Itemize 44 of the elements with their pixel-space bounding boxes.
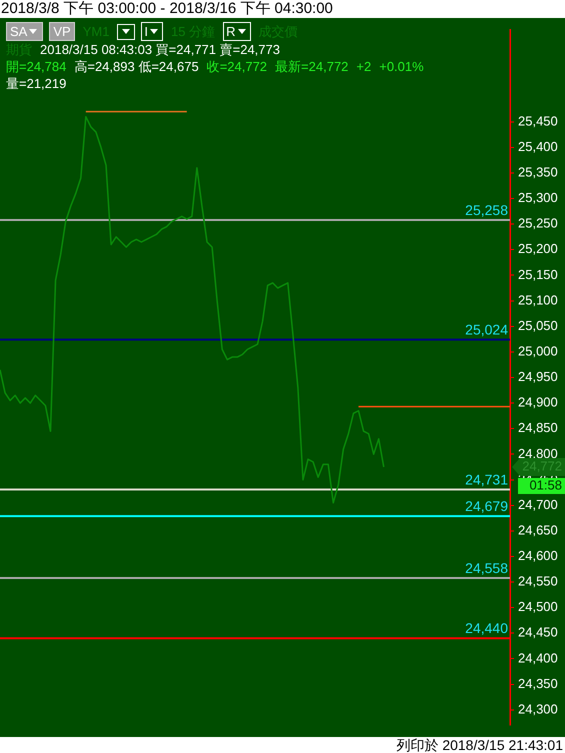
y-tick-label: 25,050: [518, 318, 558, 333]
annotation: VP: [49, 22, 75, 41]
annotation: I: [141, 22, 164, 41]
y-tick-label: 24,600: [518, 548, 558, 564]
text: 01:58: [529, 478, 562, 493]
y-tick-label: 25,350: [518, 164, 558, 180]
y-tick-label: 25,100: [518, 292, 558, 308]
y-tick-label: 24,950: [518, 369, 558, 384]
y-tick-label: 24,350: [518, 676, 558, 691]
text: 列印於 2018/3/15 21:43:01: [396, 737, 563, 753]
chart-title: 2018/3/8 下午 03:00:00 - 2018/3/16 下午 04:30:00: [0, 0, 334, 18]
ref-line-label: 24,679: [465, 498, 508, 514]
annotation: R: [223, 22, 251, 41]
y-tick-label: 24,900: [518, 394, 558, 410]
annotation: SA: [6, 22, 44, 41]
y-tick-label: 25,250: [518, 216, 558, 231]
y-tick-label: 24,650: [518, 522, 558, 538]
annotation: 高=24,893 低=24,675: [74, 59, 199, 74]
ref-line-label: 24,440: [465, 620, 508, 636]
ref-line-label: 24,731: [465, 471, 508, 488]
y-tick-label: 25,150: [518, 266, 558, 282]
annotation: +0.01%: [379, 59, 424, 74]
y-tick-label: 25,300: [518, 190, 558, 206]
y-tick-label: 24,700: [518, 496, 558, 512]
y-tick-label: 24,400: [518, 650, 558, 666]
annotation: 2018/3/15 08:43:03 買=24,771 賣=24,773: [40, 42, 280, 57]
y-tick-label: 24,800: [518, 446, 558, 461]
annotation: 開=24,784: [6, 59, 66, 74]
y-tick-label: 25,450: [518, 113, 558, 128]
ref-line-label: 25,258: [465, 202, 508, 218]
ref-line-label: 25,024: [465, 322, 508, 338]
y-tick-label: 24,450: [518, 624, 558, 640]
y-tick-label: 25,000: [518, 344, 558, 359]
y-tick-label: 25,400: [518, 138, 558, 154]
y-tick-label: 24,850: [518, 420, 558, 436]
annotation: 收=24,772: [206, 59, 268, 74]
ref-line-label: 24,558: [465, 560, 508, 576]
y-tick-label: 24,300: [518, 701, 558, 716]
y-tick-label: 24,550: [518, 574, 558, 589]
annotation: 量=21,219: [6, 76, 66, 91]
y-tick-label: 24,500: [518, 599, 558, 614]
annotation: +2: [356, 59, 372, 74]
annotation: 最新=24,772: [275, 59, 348, 74]
y-tick-label: 25,200: [518, 241, 558, 256]
